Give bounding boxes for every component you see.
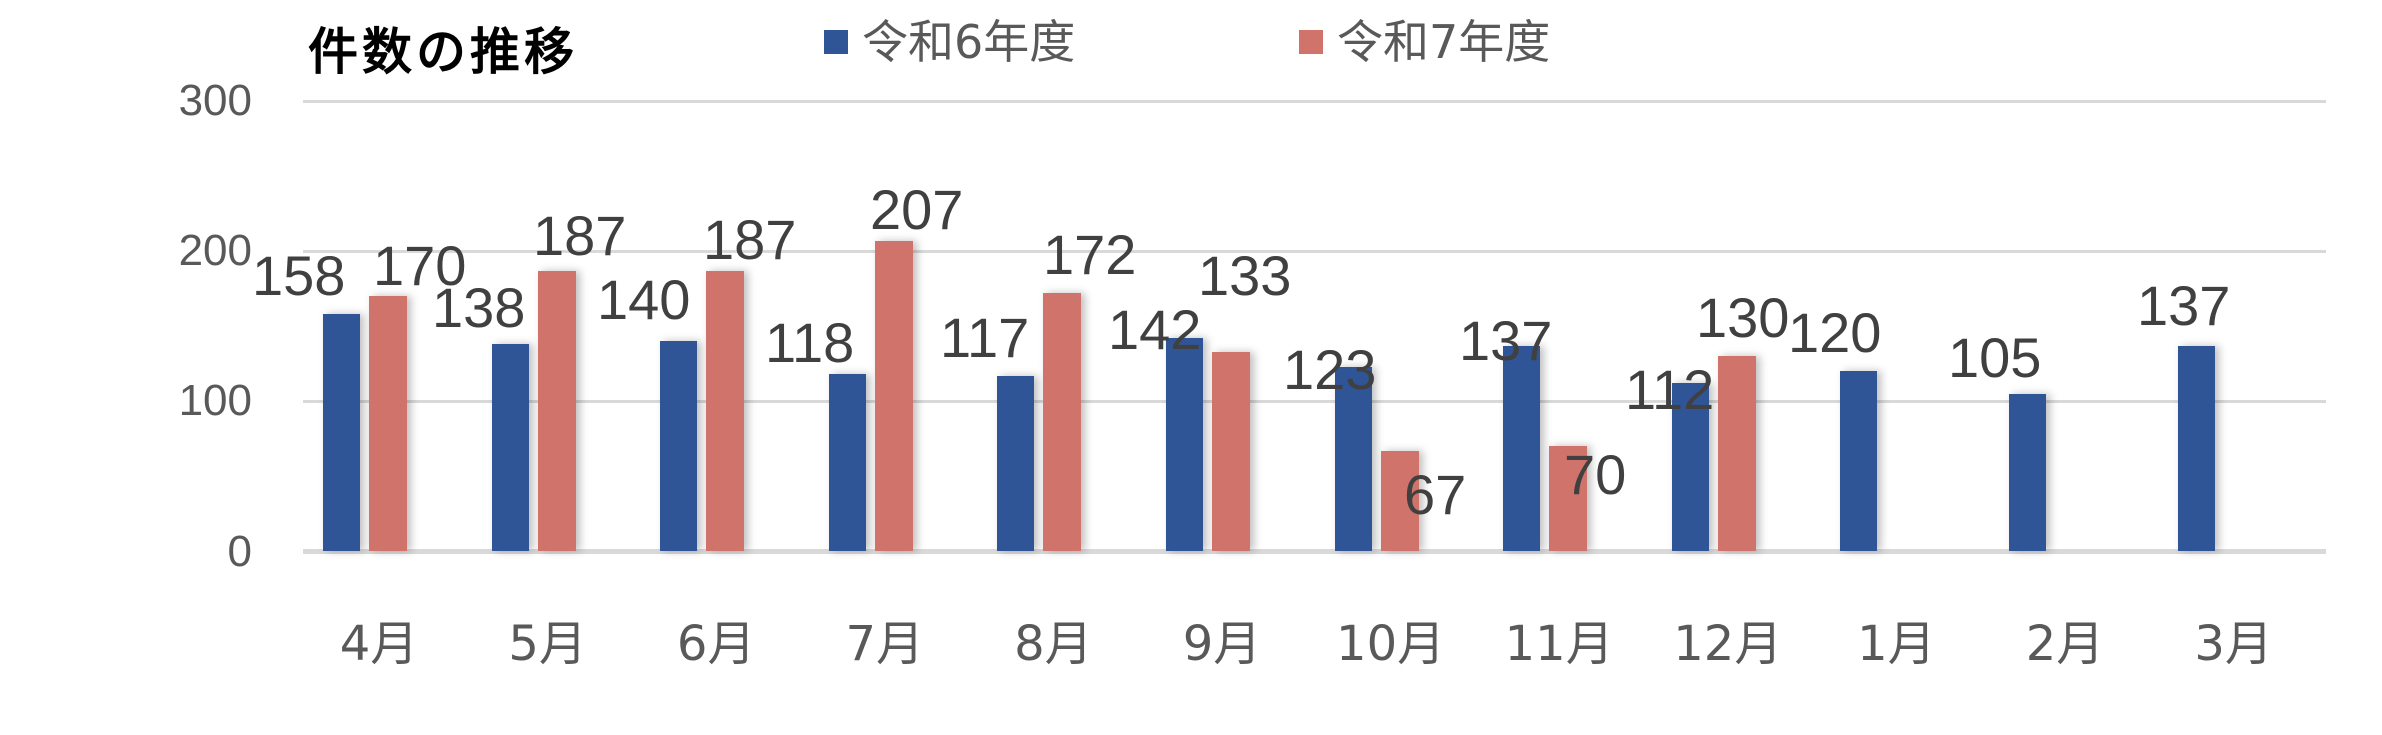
bar-reiwa6-6 xyxy=(1334,366,1372,551)
data-label: 207 xyxy=(870,178,964,241)
x-tick-label: 7月 xyxy=(845,616,925,672)
data-label: 117 xyxy=(940,306,1030,369)
gridline-100 xyxy=(303,400,2326,403)
data-label: 67 xyxy=(1404,463,1467,526)
data-label: 133 xyxy=(1198,244,1292,307)
data-label: 137 xyxy=(2137,274,2231,337)
x-tick-label: 12月 xyxy=(1673,616,1783,672)
x-axis-line xyxy=(303,549,2326,554)
y-tick-200: 200 xyxy=(178,226,252,275)
bar-reiwa7-7 xyxy=(1549,446,1588,551)
data-label: 118 xyxy=(765,311,855,374)
data-label: 187 xyxy=(533,204,627,267)
data-label: 158 xyxy=(252,244,346,307)
y-tick-0: 0 xyxy=(227,527,252,576)
bar-reiwa7-0 xyxy=(369,296,407,551)
x-tick-label: 8月 xyxy=(1014,616,1093,672)
chart-title: 件数の推移 xyxy=(308,23,578,81)
data-label: 140 xyxy=(597,268,691,331)
legend-label-reiwa6: 令和6年度 xyxy=(862,15,1076,69)
legend-swatch-reiwa6 xyxy=(824,30,848,54)
bar-reiwa7-6 xyxy=(1380,450,1419,551)
bar-reiwa7-2 xyxy=(706,270,745,551)
x-tick-label: 5月 xyxy=(508,616,587,672)
data-label: 137 xyxy=(1459,309,1553,372)
data-label: 120 xyxy=(1788,301,1882,364)
legend-item-reiwa6: 令和6年度 xyxy=(824,14,1075,70)
x-tick-label: 11月 xyxy=(1504,616,1614,672)
bar-reiwa7-3 xyxy=(874,240,913,551)
gridline-200 xyxy=(303,250,2326,253)
legend-label-reiwa7: 令和7年度 xyxy=(1337,15,1551,69)
bar-reiwa7-5 xyxy=(1212,351,1250,551)
data-label: 187 xyxy=(703,208,797,271)
bar-reiwa6-1 xyxy=(491,344,529,551)
y-tick-300: 300 xyxy=(178,76,252,125)
bar-reiwa6-3 xyxy=(828,374,866,551)
x-tick-label: 9月 xyxy=(1182,616,1262,672)
data-label: 170 xyxy=(373,234,467,297)
bar-reiwa6-4 xyxy=(997,375,1035,551)
legend-swatch-reiwa7 xyxy=(1299,30,1323,54)
x-tick-label: 3月 xyxy=(2194,616,2273,672)
bar-reiwa7-1 xyxy=(537,270,576,551)
bar-reiwa6-2 xyxy=(660,341,698,551)
legend-item-reiwa7: 令和7年度 xyxy=(1299,14,1550,70)
bar-reiwa6-7 xyxy=(1503,345,1541,551)
data-label: 123 xyxy=(1283,338,1377,401)
bar-reiwa6-10 xyxy=(2009,393,2046,551)
bar-reiwa6-0 xyxy=(323,314,360,551)
x-tick-label: 1月 xyxy=(1857,616,1936,672)
data-label: 105 xyxy=(1948,326,2042,389)
y-tick-100: 100 xyxy=(178,376,252,425)
bar-reiwa6-5 xyxy=(1166,338,1203,551)
bar-reiwa6-9 xyxy=(1840,371,1878,551)
data-label: 70 xyxy=(1564,443,1627,506)
x-tick-label: 2月 xyxy=(2025,616,2105,672)
bar-reiwa6-8 xyxy=(1671,383,1709,551)
data-label: 172 xyxy=(1043,223,1137,286)
gridline-300 xyxy=(303,100,2326,103)
x-tick-label: 10月 xyxy=(1336,616,1446,672)
data-label: 142 xyxy=(1108,298,1202,361)
x-tick-label: 6月 xyxy=(676,616,756,672)
data-label: 138 xyxy=(432,276,526,339)
data-label: 130 xyxy=(1696,286,1790,349)
bar-reiwa7-4 xyxy=(1043,293,1082,551)
bar-reiwa6-11 xyxy=(2177,345,2215,551)
data-label: 112 xyxy=(1625,358,1715,421)
bar-reiwa7-8 xyxy=(1717,356,1756,551)
x-tick-label: 4月 xyxy=(339,616,419,672)
